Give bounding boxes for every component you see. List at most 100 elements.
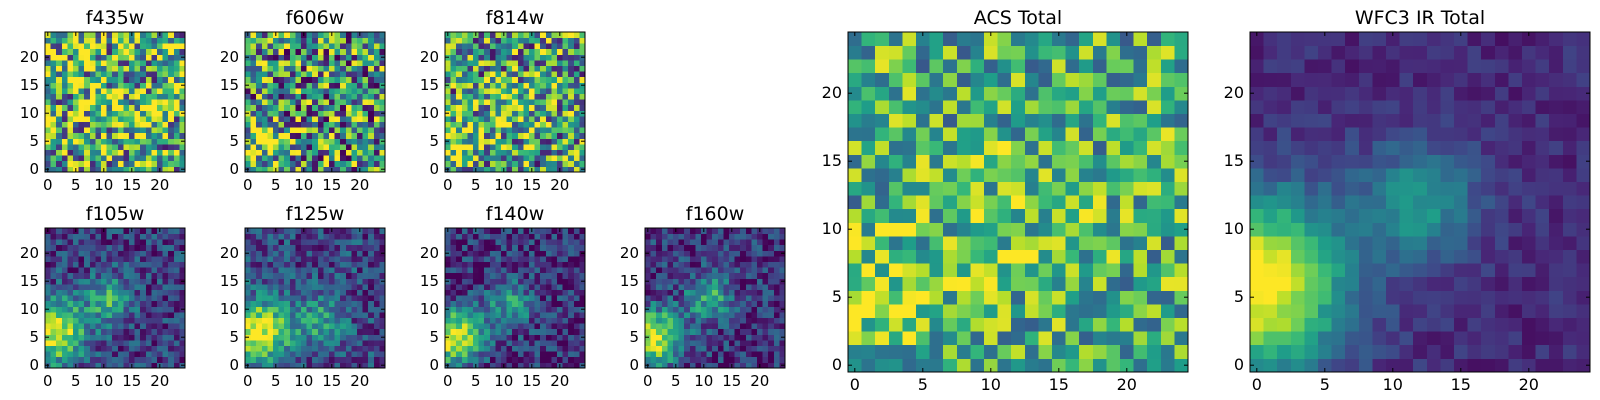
heatmap-cell xyxy=(368,244,375,251)
heatmap-cell xyxy=(56,155,63,162)
heatmap-cell xyxy=(273,48,279,55)
heatmap-cell xyxy=(656,289,663,296)
heatmap-cell xyxy=(373,149,380,156)
heatmap-cell xyxy=(157,93,163,100)
heatmap-cell xyxy=(689,351,696,358)
heatmap-cell xyxy=(650,250,657,257)
heatmap-cell xyxy=(540,76,547,83)
heatmap-cell xyxy=(261,317,268,324)
heatmap-cell xyxy=(684,351,691,358)
heatmap-cell xyxy=(351,104,358,111)
heatmap-cell xyxy=(334,71,341,78)
heatmap-cell xyxy=(1079,304,1094,318)
x-tick-label: 15 xyxy=(322,176,341,194)
heatmap-cell xyxy=(273,239,279,246)
heatmap-cell xyxy=(334,88,341,94)
heatmap-cell xyxy=(734,295,741,302)
heatmap-cell xyxy=(129,345,135,352)
heatmap-cell xyxy=(351,138,358,145)
heatmap-cell xyxy=(84,323,91,330)
heatmap-cell xyxy=(557,340,563,346)
axes-frame xyxy=(444,227,586,369)
heatmap-cell xyxy=(762,323,769,330)
heatmap-cell xyxy=(506,60,513,66)
heatmap-cell xyxy=(956,168,971,182)
heatmap-cell xyxy=(295,144,302,150)
heatmap-cell xyxy=(362,60,369,66)
heatmap-cell xyxy=(373,132,380,139)
heatmap-cell xyxy=(650,244,657,251)
heatmap-cell xyxy=(67,272,74,279)
heatmap-cell xyxy=(762,312,769,318)
axes-frame xyxy=(244,227,386,369)
heatmap-cell xyxy=(50,65,57,72)
heatmap-cell xyxy=(861,181,876,196)
heatmap-cell xyxy=(340,345,347,352)
heatmap-cell xyxy=(134,138,141,145)
heatmap-cell xyxy=(545,138,552,145)
heatmap-cell xyxy=(145,323,152,330)
heatmap-cell xyxy=(357,76,363,83)
heatmap-cell xyxy=(56,116,63,122)
heatmap-cell xyxy=(278,110,285,117)
heatmap-cell xyxy=(551,32,558,38)
heatmap-cell xyxy=(495,32,502,38)
heatmap-cell xyxy=(551,132,558,139)
heatmap-cell xyxy=(145,295,152,302)
heatmap-cell xyxy=(1011,195,1026,210)
heatmap-cell xyxy=(267,37,274,44)
heatmap-cell xyxy=(489,99,496,106)
heatmap-cell xyxy=(323,306,330,313)
heatmap-cell xyxy=(473,356,479,363)
heatmap-cell xyxy=(1052,181,1066,196)
heatmap-cell xyxy=(267,272,274,279)
heatmap-cell xyxy=(489,233,496,240)
heatmap-cell xyxy=(568,127,575,134)
heatmap-cell xyxy=(529,284,535,290)
heatmap-cell xyxy=(501,149,507,156)
heatmap-cell xyxy=(112,104,119,111)
heatmap-cell xyxy=(740,228,747,234)
heatmap-cell xyxy=(112,239,119,246)
heatmap-cell xyxy=(373,239,380,246)
heatmap-cell xyxy=(373,351,380,358)
heatmap-cell xyxy=(551,160,558,167)
heatmap-cell xyxy=(306,104,313,111)
heatmap-cell xyxy=(151,345,158,352)
heatmap-cell xyxy=(95,110,102,117)
heatmap-cell xyxy=(334,256,341,262)
heatmap-cell xyxy=(573,43,580,50)
heatmap-cell xyxy=(456,65,463,72)
heatmap-cell xyxy=(329,93,335,100)
heatmap-cell xyxy=(1065,168,1080,182)
heatmap-cell xyxy=(357,340,363,346)
heatmap-cell xyxy=(173,250,180,257)
heatmap-cell xyxy=(129,306,135,313)
heatmap-cell xyxy=(712,228,719,234)
heatmap-cell xyxy=(579,317,586,324)
heatmap-cell xyxy=(484,261,491,268)
heatmap-cell xyxy=(489,306,496,313)
heatmap-cell xyxy=(50,239,57,246)
heatmap-cell xyxy=(323,48,330,55)
heatmap-cell xyxy=(50,99,57,106)
heatmap-cell xyxy=(473,312,479,318)
heatmap-cell xyxy=(362,228,369,234)
heatmap-cell xyxy=(261,149,268,156)
heatmap-cell xyxy=(579,60,586,66)
heatmap-cell xyxy=(117,160,124,167)
heatmap-cell xyxy=(117,48,124,55)
heatmap-cell xyxy=(301,127,307,134)
heatmap-cell xyxy=(568,138,575,145)
heatmap-cell xyxy=(329,65,335,72)
heatmap-cell xyxy=(568,99,575,106)
heatmap-cell xyxy=(329,76,335,83)
heatmap-cell xyxy=(745,228,752,234)
heatmap-cell xyxy=(929,249,944,264)
heatmap-cell xyxy=(1092,276,1107,291)
heatmap-cell xyxy=(1052,344,1066,359)
heatmap-cell xyxy=(78,284,85,290)
heatmap-cell xyxy=(540,149,547,156)
heatmap-cell xyxy=(67,323,74,330)
heatmap-cell xyxy=(50,160,57,167)
